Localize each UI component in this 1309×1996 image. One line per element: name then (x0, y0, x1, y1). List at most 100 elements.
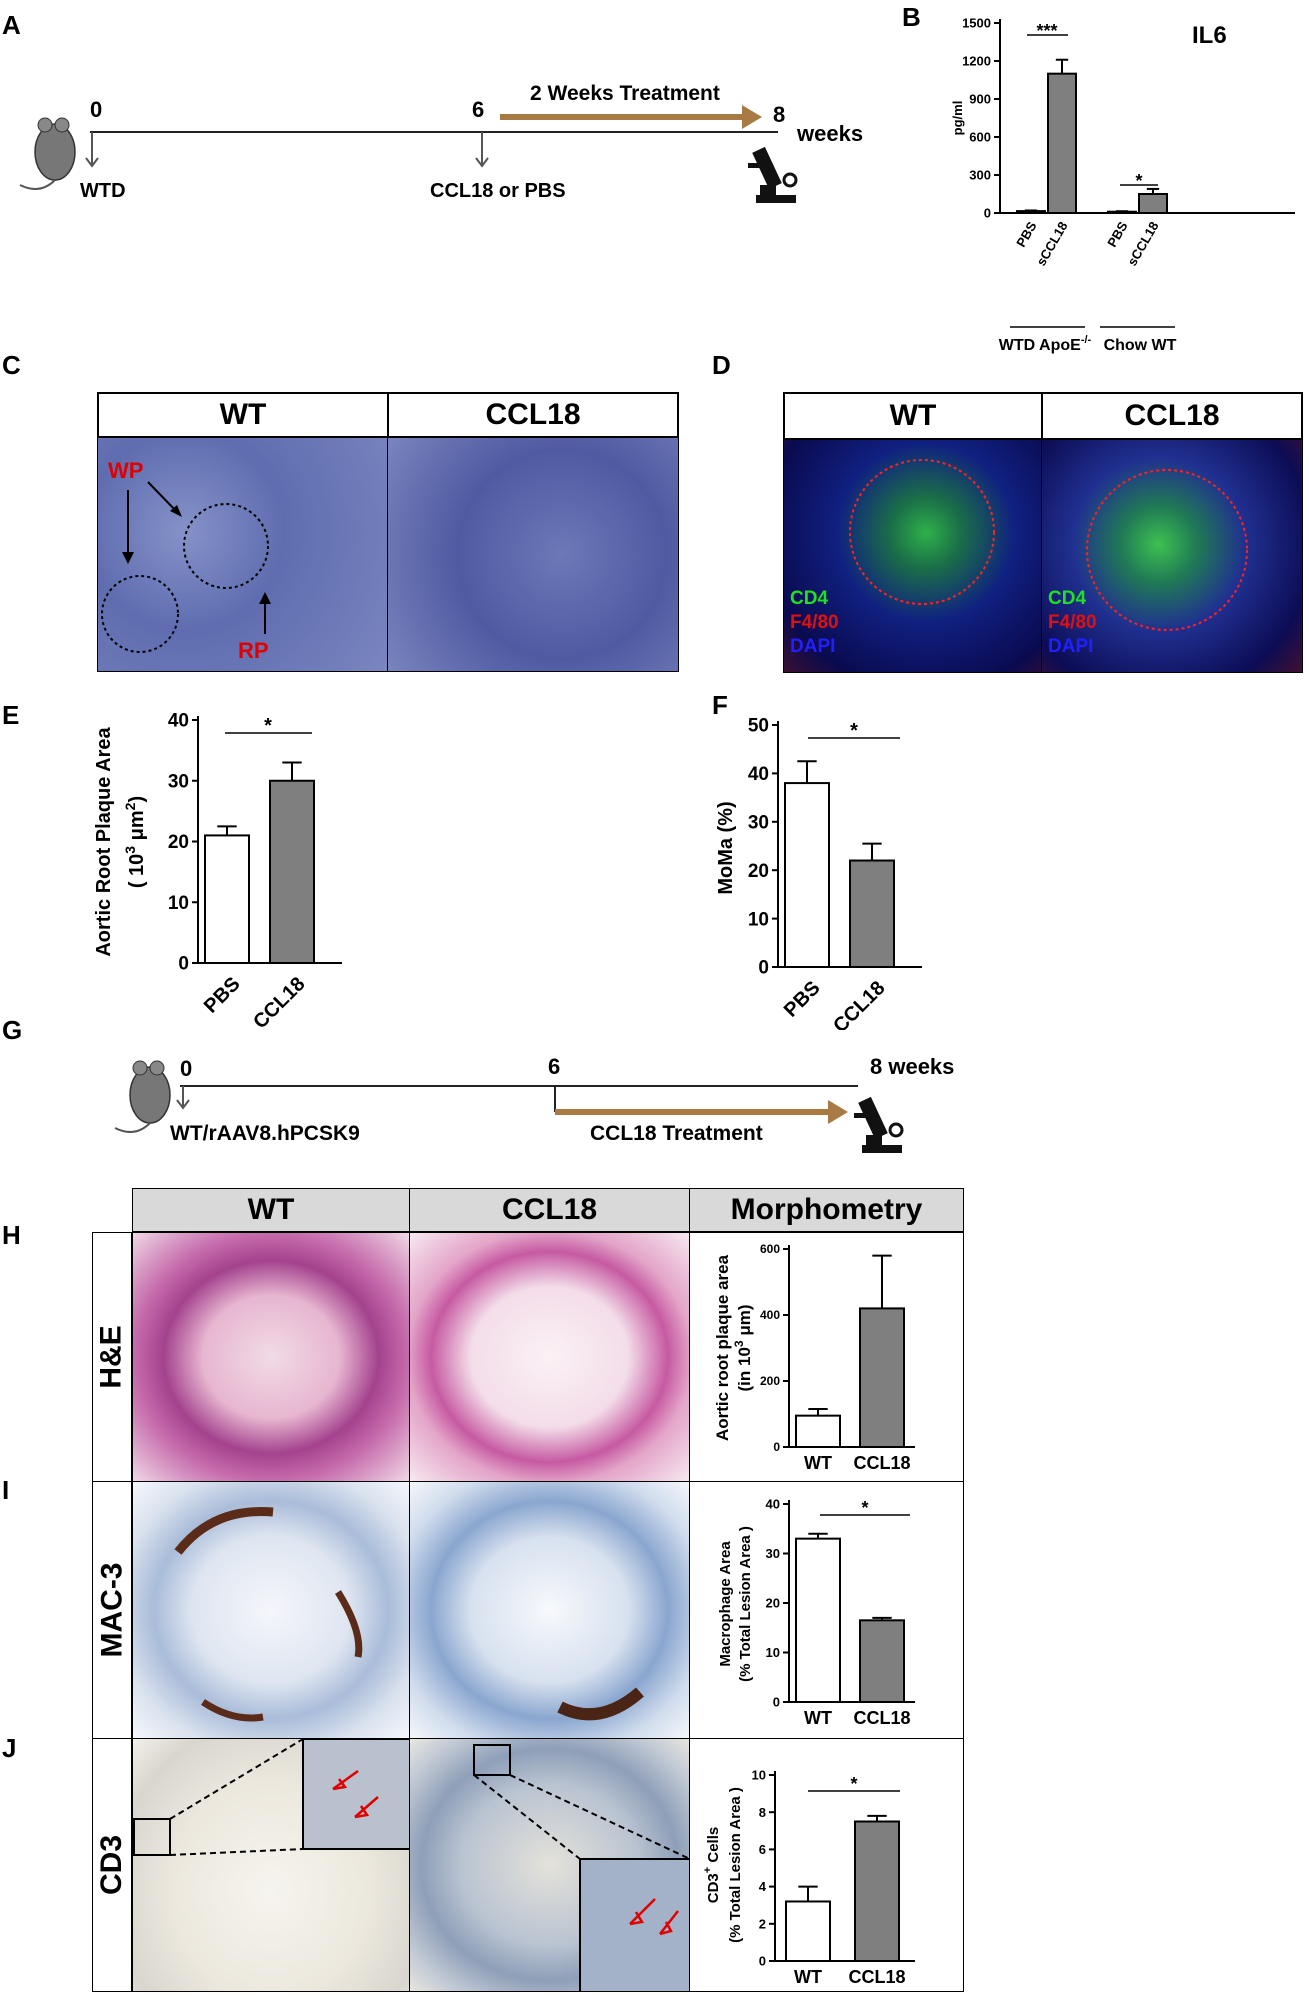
x-tick-label-E-0: PBS (200, 973, 245, 1018)
chart-i-ylabel2: (% Total Lesion Area ) (737, 1526, 754, 1682)
hj-header-ccl18: CCL18 (409, 1188, 690, 1232)
timeline-a-start: WTD (80, 180, 126, 202)
he-ccl18-image (409, 1232, 690, 1482)
y-tick-label-E: 0 (178, 954, 189, 975)
panel-label-a: A (2, 10, 21, 40)
fluorescence-ccl18-image: CD4 F4/80 DAPI (1041, 439, 1303, 673)
y-tick-label-J: 2 (759, 1916, 766, 1931)
timeline-g (114, 1060, 904, 1153)
bar-B-3 (1138, 193, 1168, 214)
row-label-cd3-box: CD3 (92, 1738, 132, 1992)
spleen-ccl18-image (387, 437, 679, 672)
bar-H-0 (795, 1414, 841, 1448)
y-tick-label-I: 10 (766, 1645, 780, 1660)
bar-F-0 (784, 782, 830, 968)
y-tick-label-E: 30 (168, 771, 189, 792)
mac3-ccl18-image (409, 1481, 690, 1739)
y-tick-label-F: 30 (748, 812, 769, 833)
fluorescence-wt-image: CD4 F4/80 DAPI (783, 439, 1043, 673)
y-tick-label-J: 10 (752, 1768, 766, 1783)
row-label-he-box: H&E (92, 1232, 132, 1482)
mouse-icon (114, 1060, 171, 1133)
d-wt-dapi: DAPI (790, 636, 836, 657)
bar-E-0 (204, 834, 250, 964)
group-label-b-0: WTD ApoE-/- (999, 334, 1092, 354)
x-tick-label-F-1: CCL18 (829, 977, 889, 1030)
chart-i-box: 0 10 20 30 40 WT CCL18 Macrophage Area (% Total … (689, 1481, 964, 1739)
rp-label: RP (238, 638, 269, 663)
d-wt-f480: F4/80 (790, 612, 839, 633)
chart-h-box: 0 200 400 600 WT CCL18 Aortic root plaque area… (689, 1232, 964, 1482)
hj-header-morphometry: Morphometry (689, 1188, 964, 1232)
chart-j-box: 0 2 4 6 8 10 WT CCL18 CD3+ Cells (% Total Lesion … (689, 1738, 964, 1992)
panel-label-g: G (2, 1015, 23, 1045)
y-tick-label-F: 50 (748, 716, 769, 737)
d-ccl18-f480: F4/80 (1048, 612, 1097, 633)
y-tick-label-I: 30 (766, 1546, 780, 1561)
y-tick-label-H: 0 (773, 1440, 780, 1454)
x-tick-label-E-1: CCL18 (249, 973, 309, 1030)
y-tick-label-F: 40 (748, 764, 769, 785)
d-wt-cd4: CD4 (790, 588, 829, 609)
row-label-he: H&E (95, 1325, 128, 1389)
chart-j-ylabel2: (% Total Lesion Area ) (727, 1787, 744, 1943)
chart-j-ylabel: CD3+ Cells (702, 1827, 722, 1903)
panel-label-i: I (2, 1475, 10, 1505)
chart-b-ylabel: pg/ml (950, 101, 965, 136)
row-label-cd3: CD3 (95, 1834, 129, 1896)
x-tick-label-I-1: CCL18 (853, 1708, 910, 1728)
sig-label-e: * (264, 715, 272, 737)
y-tick-label-B: 0 (984, 206, 991, 221)
timeline-g-end: 8 weeks (870, 1054, 955, 1079)
panel-d-header-ccl18: CCL18 (1041, 392, 1303, 440)
panel-label-h: H (2, 1220, 21, 1250)
wp-label: WP (108, 458, 144, 483)
y-tick-label-I: 20 (766, 1596, 780, 1611)
bar-E-1 (269, 779, 315, 964)
timeline-g-t0: 0 (180, 1056, 193, 1081)
y-tick-label-B: 300 (969, 168, 991, 183)
panel-c-header-ccl18: CCL18 (387, 392, 679, 438)
y-tick-label-J: 8 (759, 1805, 766, 1820)
y-tick-label-J: 4 (759, 1879, 767, 1894)
timeline-a (19, 105, 798, 203)
panel-label-d: D (712, 350, 731, 380)
sig-label-i: * (861, 1498, 868, 1518)
sig-label-b-1: * (1135, 171, 1142, 191)
panel-label-b: B (902, 2, 921, 32)
chart-f-ylabel: MoMa (%) (715, 801, 737, 894)
timeline-a-treatment: 2 Weeks Treatment (530, 82, 720, 105)
x-tick-label-F-0: PBS (780, 977, 825, 1022)
sig-label-f: * (850, 720, 858, 742)
y-tick-label-B: 900 (969, 92, 991, 107)
chart-h-ylabel2: (in 103 μm) (732, 1305, 754, 1392)
chart-f: 0 10 20 30 40 50 PBS CCL18 MoMa (%) * (715, 716, 922, 1030)
bar-I-1 (859, 1619, 905, 1703)
chart-h: 0 200 400 600 WT CCL18 Aortic root plaque area… (713, 1242, 915, 1473)
bar-F-1 (849, 859, 895, 969)
mouse-icon (19, 117, 76, 190)
x-tick-label-B-2: PBS (1104, 219, 1131, 250)
timeline-a-t8: 8 (773, 102, 786, 127)
chart-i: 0 10 20 30 40 WT CCL18 Macrophage Area (% Total … (717, 1497, 915, 1728)
x-tick-label-H-1: CCL18 (853, 1453, 910, 1473)
y-tick-label-F: 10 (748, 909, 769, 930)
panel-label-j: J (2, 1733, 17, 1763)
y-tick-label-B: 600 (969, 130, 991, 145)
y-tick-label-J: 0 (759, 1954, 766, 1969)
chart-e: 0 10 20 30 40 PBS CCL18 Aortic Root Plaque Area… (93, 711, 342, 1030)
bar-J-1 (854, 1820, 900, 1962)
timeline-a-injection: CCL18 or PBS (430, 180, 566, 202)
d-ccl18-cd4: CD4 (1048, 588, 1087, 609)
x-tick-label-J-1: CCL18 (848, 1967, 905, 1987)
panel-d-header-wt: WT (783, 392, 1043, 440)
bar-H-1 (859, 1307, 905, 1449)
y-tick-label-E: 20 (168, 832, 189, 853)
y-tick-label-F: 0 (758, 958, 769, 979)
group-label-b-1: Chow WT (1104, 337, 1177, 354)
timeline-g-t6: 6 (548, 1054, 561, 1079)
y-tick-label-H: 600 (760, 1242, 780, 1256)
y-tick-label-B: 1200 (962, 54, 991, 69)
chart-j: 0 2 4 6 8 10 WT CCL18 CD3+ Cells (% Total Lesion … (702, 1768, 915, 1987)
